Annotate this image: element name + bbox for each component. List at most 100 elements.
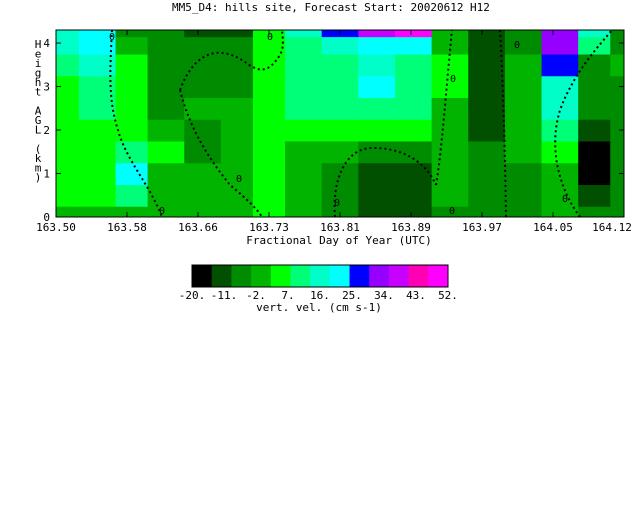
x-tick-label: 163.73: [249, 221, 289, 234]
heatmap-cell: [285, 36, 323, 55]
colorbar-swatch: [349, 265, 370, 287]
heatmap-cell: [184, 184, 222, 207]
heatmap-cell: [431, 75, 469, 98]
heatmap-cell: [252, 36, 286, 55]
heatmap-cell: [610, 97, 624, 120]
x-axis: 163.50 163.58 163.66 163.73 163.81 163.89 163.…: [36, 30, 632, 234]
heatmap-cell: [504, 36, 543, 55]
heatmap-cell: [56, 140, 80, 164]
heatmap-cell: [321, 206, 359, 217]
contour-labels: 0 0 0 0 0 0 0 0 0: [109, 32, 568, 217]
heatmap-cell: [541, 30, 579, 38]
heatmap-cell: [431, 53, 469, 77]
heatmap-cell: [321, 75, 359, 98]
heatmap-cell: [468, 30, 506, 38]
heatmap-cell: [184, 30, 222, 38]
heatmap-cell: [252, 119, 286, 142]
heatmap-cell: [56, 30, 80, 38]
heatmap-cell: [78, 119, 117, 142]
heatmap-cell: [220, 119, 254, 142]
contour-label: 0: [109, 32, 115, 43]
heatmap-cell: [115, 206, 149, 217]
heatmap-cell: [252, 162, 286, 185]
y-tick-label: 2: [43, 124, 50, 137]
heatmap-cell: [504, 162, 543, 185]
heatmap-cell: [184, 162, 222, 185]
zero-contour-line: [554, 30, 613, 217]
heatmap-cell: [147, 36, 185, 55]
heatmap-cell: [468, 75, 506, 98]
x-tick-label: 163.50: [36, 221, 76, 234]
heatmap-cells: [56, 30, 624, 217]
y-tick-label: 1: [43, 168, 50, 181]
heatmap-cell: [285, 162, 323, 185]
contour-label: 0: [514, 40, 520, 51]
heatmap-cell: [115, 97, 149, 120]
zero-contour-line: [435, 30, 453, 186]
heatmap-cell: [147, 140, 185, 164]
heatmap-cell: [358, 97, 396, 120]
heatmap-cell: [431, 30, 469, 38]
heatmap-cell: [115, 53, 149, 77]
x-tick-label: 164.12: [592, 221, 632, 234]
contour-label: 0: [450, 74, 456, 85]
heatmap-cell: [578, 119, 611, 142]
contour-label: 0: [334, 198, 340, 209]
heatmap-cell: [358, 36, 396, 55]
heatmap-cell: [78, 53, 117, 77]
heatmap-cell: [252, 184, 286, 207]
y-label-char: G: [35, 114, 42, 127]
contour-label: 0: [236, 174, 242, 185]
heatmap-cell: [468, 140, 506, 164]
y-label-char: A: [35, 105, 42, 118]
colorbar-label: vert. vel. (cm s-1): [256, 301, 382, 314]
heatmap-cell: [78, 184, 117, 207]
heatmap-cell: [610, 206, 624, 217]
colorbar-tick-label: 52.: [438, 289, 458, 302]
heatmap-cell: [504, 140, 543, 164]
heatmap-cell: [220, 75, 254, 98]
heatmap-cell: [115, 30, 149, 38]
y-tick-label: 4: [43, 37, 50, 50]
heatmap-cell: [504, 97, 543, 120]
heatmap-cell: [394, 184, 433, 207]
heatmap-cell: [184, 140, 222, 164]
heatmap-cell: [394, 97, 433, 120]
heatmap-cell: [78, 97, 117, 120]
zero-contours: [109, 30, 613, 217]
heatmap-cell: [56, 206, 80, 217]
heatmap-cell: [358, 75, 396, 98]
heatmap-cell: [115, 75, 149, 98]
heatmap-cell: [220, 184, 254, 207]
heatmap-cell: [541, 119, 579, 142]
heatmap-cell: [504, 75, 543, 98]
heatmap-cell: [147, 30, 185, 38]
heatmap-cell: [285, 140, 323, 164]
colorbar-swatch: [290, 265, 311, 287]
heatmap-cell: [321, 36, 359, 55]
heatmap-cell: [321, 184, 359, 207]
heatmap-cell: [578, 206, 611, 217]
heatmap-cell: [252, 140, 286, 164]
colorbar: [191, 264, 449, 288]
zero-contour-line: [179, 89, 263, 217]
heatmap-cell: [78, 206, 117, 217]
heatmap-cell: [394, 75, 433, 98]
heatmap-cell: [220, 97, 254, 120]
heatmap-cell: [394, 53, 433, 77]
heatmap-cell: [541, 97, 579, 120]
heatmap-cell: [468, 206, 506, 217]
heatmap-cell: [321, 119, 359, 142]
heatmap-cell: [541, 140, 579, 164]
heatmap-cell: [610, 36, 624, 55]
heatmap-cell: [541, 162, 579, 185]
heatmap-cell: [321, 140, 359, 164]
zero-contour-line: [179, 30, 284, 91]
x-tick-label: 164.05: [533, 221, 573, 234]
heatmap-cell: [321, 53, 359, 77]
heatmap-cell: [468, 53, 506, 77]
heatmap-cell: [394, 206, 433, 217]
contour-label: 0: [562, 194, 568, 205]
heatmap-cell: [431, 97, 469, 120]
